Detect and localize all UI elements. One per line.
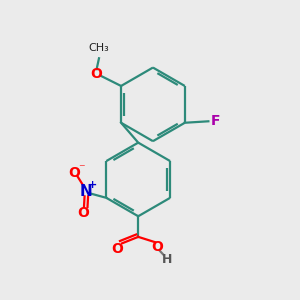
Text: ⁻: ⁻	[78, 162, 84, 175]
Text: H: H	[162, 253, 172, 266]
Text: O: O	[91, 67, 103, 81]
Text: O: O	[112, 242, 124, 256]
Text: O: O	[152, 240, 163, 254]
Text: O: O	[77, 206, 89, 220]
Text: N: N	[80, 184, 92, 199]
Text: F: F	[210, 114, 220, 128]
Text: +: +	[88, 180, 97, 190]
Text: CH₃: CH₃	[88, 43, 110, 53]
Text: O: O	[69, 166, 80, 180]
